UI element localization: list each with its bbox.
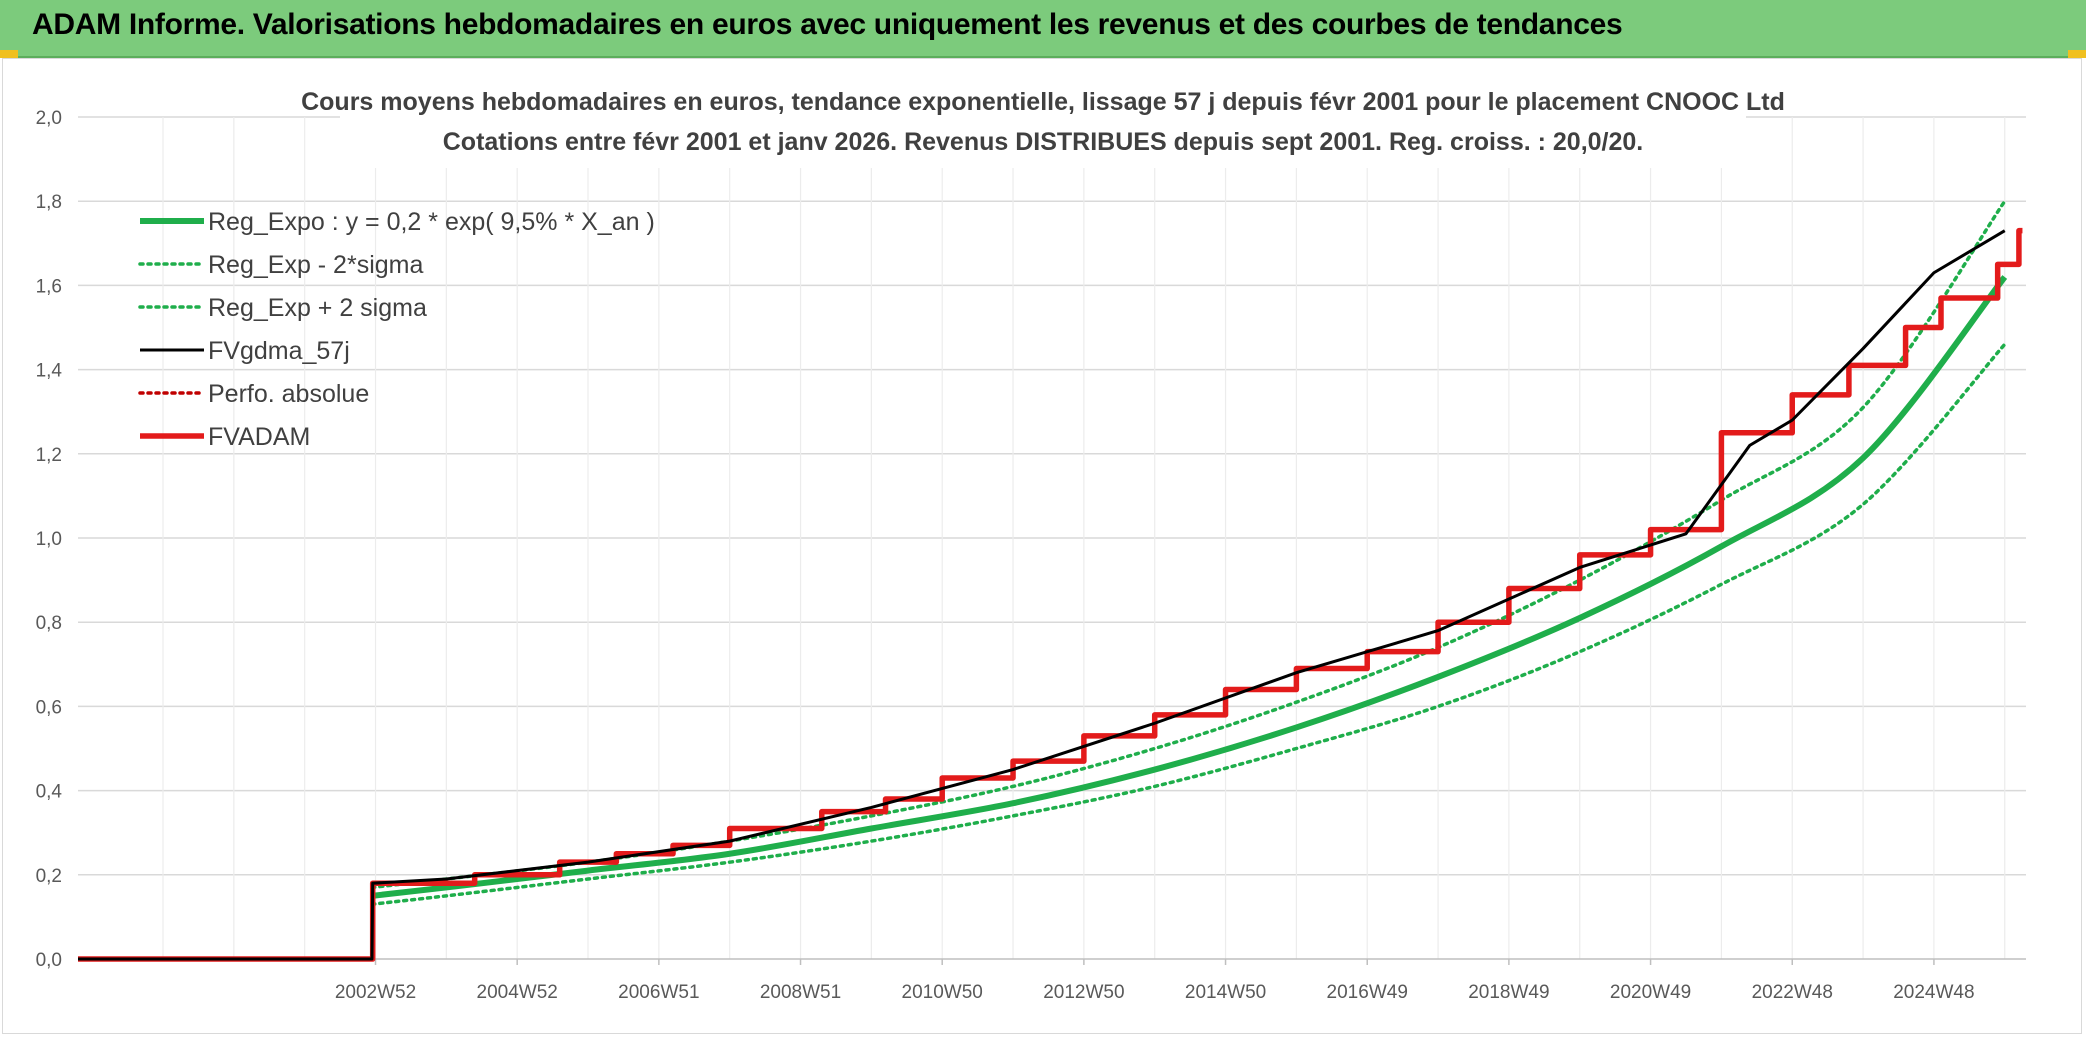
series-lines — [78, 199, 2023, 962]
corner-marker-left — [0, 50, 18, 58]
legend-label: Reg_Expo : y = 0,2 * exp( 9,5% * X_an ) — [208, 208, 655, 236]
x-tick-label: 2010W50 — [902, 982, 983, 1003]
corner-marker-right — [2068, 50, 2086, 58]
legend-label: FVgdma_57j — [208, 337, 350, 365]
y-tick-label: 0,0 — [36, 950, 62, 971]
x-tick-label: 2008W51 — [760, 982, 841, 1003]
x-tick-label: 2012W50 — [1043, 982, 1124, 1003]
x-tick-label: 2016W49 — [1327, 982, 1408, 1003]
y-tick-label: 0,8 — [36, 613, 62, 634]
x-tick-label: 2014W50 — [1185, 982, 1266, 1003]
y-axis-ticks: 0,0 0,2 0,4 0,6 0,8 1,0 1,2 1,4 1,6 1,8 2,0 — [36, 108, 63, 971]
legend-label: Reg_Exp + 2 sigma — [208, 294, 427, 322]
x-tick-label: 2022W48 — [1752, 982, 1833, 1003]
page-title: ADAM Informe. Valorisations hebdomadaire… — [32, 8, 1623, 41]
series-line-reg-exp-2-sigma — [370, 342, 2007, 907]
series-line-reg-expo-y-0-2-exp-9-5-x-an — [371, 275, 2008, 899]
x-tick-label: 2024W48 — [1893, 982, 1974, 1003]
y-tick-label: 0,4 — [36, 782, 63, 803]
title-backdrop — [340, 80, 1746, 168]
x-tick-label: 2020W49 — [1610, 982, 1691, 1003]
y-tick-label: 1,6 — [36, 276, 62, 297]
x-tick-label: 2004W52 — [477, 982, 558, 1003]
y-tick-label: 2,0 — [36, 108, 62, 129]
header-banner: ADAM Informe. Valorisations hebdomadaire… — [0, 0, 2086, 58]
x-axis-ticks: 2002W52 2004W52 2006W51 2008W51 2010W50 2012W… — [335, 959, 1975, 1003]
y-tick-label: 0,6 — [36, 697, 62, 718]
x-tick-label: 2002W52 — [335, 982, 416, 1003]
series-line-reg-exp-2-sigma — [370, 199, 2007, 890]
legend: Reg_Expo : y = 0,2 * exp( 9,5% * X_an ) R… — [138, 208, 655, 451]
legend-label: Reg_Exp - 2*sigma — [208, 251, 423, 279]
y-tick-label: 1,8 — [36, 192, 62, 213]
legend-label: FVADAM — [208, 423, 310, 451]
x-tick-label: 2018W49 — [1468, 982, 1549, 1003]
x-tick-label: 2006W51 — [618, 982, 699, 1003]
chart-subtitle: Cotations entre févr 2001 et janv 2026. … — [443, 128, 1644, 156]
y-tick-label: 1,2 — [36, 445, 62, 466]
chart-title: Cours moyens hebdomadaires en euros, ten… — [301, 88, 1785, 116]
y-tick-label: 1,4 — [36, 361, 63, 382]
legend-label: Perfo. absolue — [208, 380, 369, 408]
series-line-fvgdma-57j — [78, 229, 2006, 961]
y-tick-label: 0,2 — [36, 866, 62, 887]
y-tick-label: 1,0 — [36, 529, 62, 550]
chart-frame — [2, 58, 2082, 1034]
series-line-fvadam — [78, 227, 2023, 962]
